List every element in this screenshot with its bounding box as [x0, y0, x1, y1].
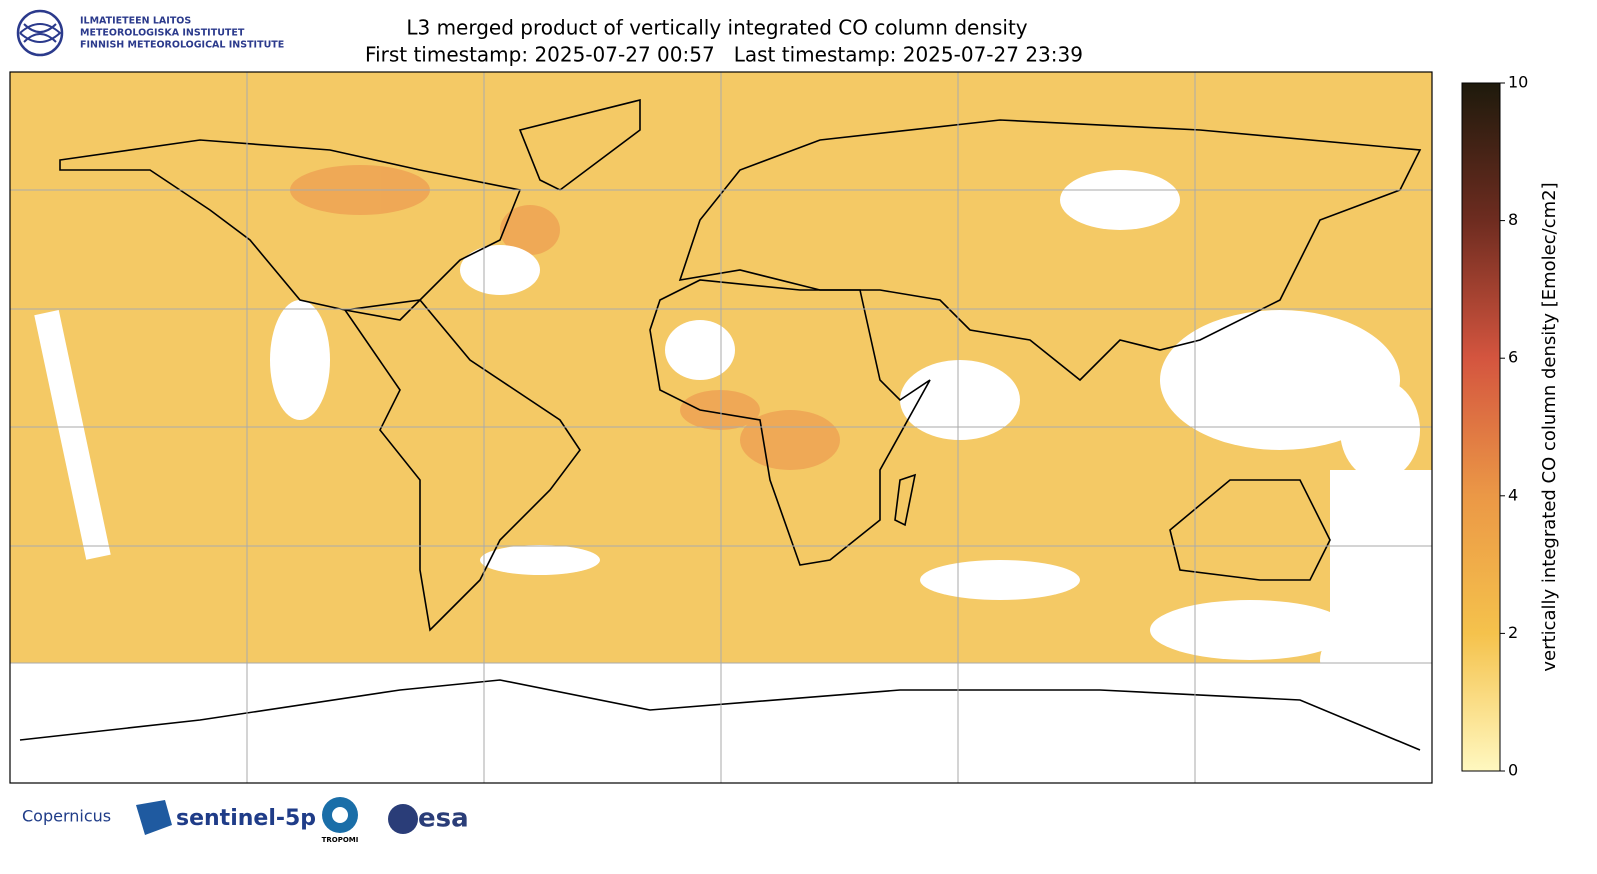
colorbar-tick-label: 8	[1508, 210, 1518, 229]
colorbar-tick-label: 10	[1508, 73, 1528, 92]
subtitle: First timestamp: 2025-07-27 00:57 Last t…	[365, 43, 1083, 67]
colorbar-tick-label: 0	[1508, 761, 1518, 780]
logo-copernicus: Copernicus	[22, 807, 111, 826]
logo-sentinel: sentinel-5p	[176, 806, 316, 831]
fmi-logo: ILMATIETEEN LAITOS METEOROLOGISKA INSTIT…	[16, 9, 284, 57]
institute-name: ILMATIETEEN LAITOS	[80, 16, 191, 27]
colorbar-label: vertically integrated CO column density …	[1539, 182, 1560, 671]
map	[10, 72, 1432, 783]
colorbar-tick-label: 2	[1508, 623, 1518, 642]
colorbar-tick-label: 6	[1508, 348, 1518, 367]
title: L3 merged product of vertically integrat…	[406, 16, 1027, 40]
institute-name: FINNISH METEOROLOGICAL INSTITUTE	[80, 40, 284, 51]
logo-esa: esa	[418, 804, 469, 834]
institute-name: METEOROLOGISKA INSTITUTET	[80, 28, 245, 39]
logo-tropomi: TROPOMI	[322, 836, 359, 844]
footer-logos: Copernicus sentinel-5p TROPOMI esa	[22, 797, 469, 844]
colorbar-tick-label: 4	[1508, 485, 1518, 504]
colorbar	[1461, 82, 1501, 772]
